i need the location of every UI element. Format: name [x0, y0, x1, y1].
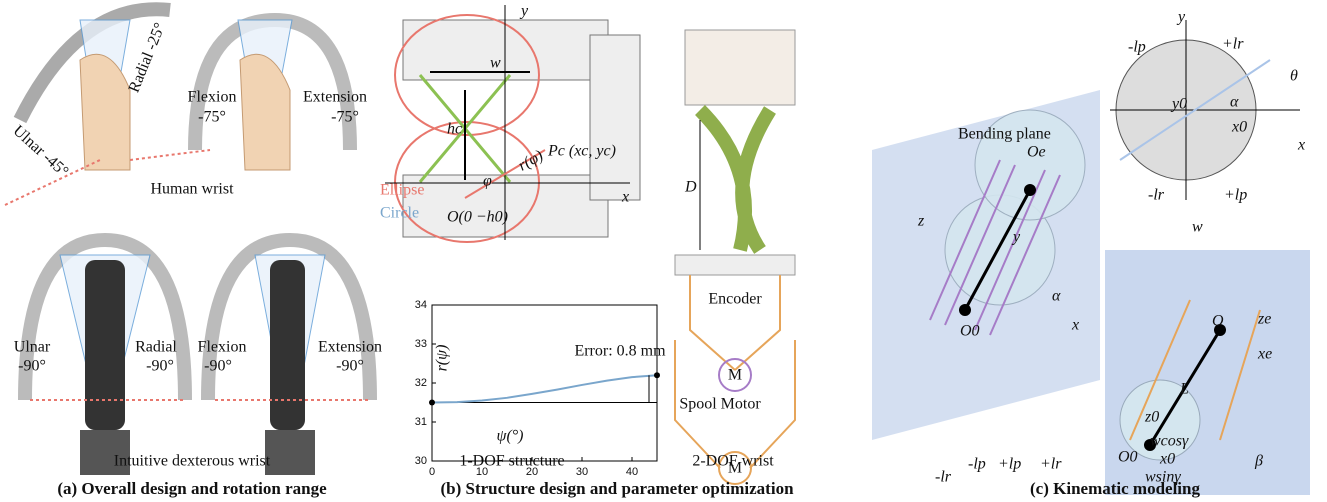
- label: Flexion: [188, 89, 237, 106]
- label: xe: [1257, 346, 1272, 363]
- point: [654, 372, 660, 378]
- y-tick-label: 30: [415, 455, 427, 467]
- label: w: [490, 55, 501, 72]
- label: Radial: [135, 339, 177, 356]
- label: x: [621, 189, 629, 206]
- label: M: [728, 367, 742, 384]
- y-tick-label: 31: [415, 416, 427, 428]
- panel-a-art: [5, 9, 370, 475]
- x-tick-label: 20: [526, 466, 538, 478]
- label: θ: [1290, 68, 1298, 85]
- label: Ulnar: [14, 339, 51, 356]
- caption: (c) Kinematic modeling: [1030, 479, 1200, 498]
- x-tick-label: 30: [576, 466, 588, 478]
- label: O0: [960, 323, 980, 340]
- label: +lp: [1224, 187, 1247, 204]
- x-tick-label: 0: [429, 466, 435, 478]
- label: z: [917, 213, 925, 230]
- label: -90°: [336, 358, 364, 375]
- label: D: [684, 179, 697, 196]
- label: -lp: [1128, 39, 1146, 56]
- caption: (a) Overall design and rotation range: [57, 479, 327, 498]
- label: Extension: [318, 339, 382, 356]
- label: Extension: [303, 89, 367, 106]
- label: ze: [1257, 311, 1271, 328]
- x-axis-label: ψ(°): [497, 428, 524, 445]
- label: -75°: [331, 109, 359, 126]
- label: Bending plane: [958, 126, 1051, 143]
- plot-frame: [432, 305, 657, 461]
- y-axis-label: r(ψ): [434, 345, 451, 372]
- label: w: [1192, 219, 1203, 236]
- figure: Ulnar -45° Radial -25° Flexion -75° Exte…: [0, 0, 1327, 502]
- label: -90°: [18, 358, 46, 375]
- y-tick-label: 32: [415, 377, 427, 389]
- point: [429, 400, 435, 406]
- label: Intuitive dexterous wrist: [114, 453, 271, 470]
- y-tick-label: 34: [415, 299, 427, 311]
- label: x: [1297, 137, 1305, 154]
- label: y: [519, 3, 529, 20]
- y-tick-label: 33: [415, 338, 427, 350]
- label: α: [1230, 94, 1239, 111]
- label: Radial -25°: [126, 20, 169, 95]
- caption: (b) Structure design and parameter optim…: [440, 479, 794, 498]
- x-tick-label: 10: [476, 466, 488, 478]
- annotation: Error: 0.8 mm: [574, 343, 666, 360]
- label: Spool Motor: [679, 396, 761, 413]
- label: wcosγ: [1150, 433, 1189, 450]
- label: β: [1254, 453, 1263, 470]
- x-tick-label: 40: [626, 466, 638, 478]
- label: Oe: [1027, 144, 1046, 161]
- label: Ellipse: [380, 182, 424, 199]
- line: [432, 375, 657, 402]
- label: Ulnar -45°: [10, 122, 72, 180]
- label: y0: [1170, 96, 1187, 113]
- label: x: [1071, 317, 1079, 334]
- label: -lp: [968, 456, 986, 473]
- label: -lr: [1148, 187, 1165, 204]
- label: hc: [447, 121, 462, 138]
- label: x0: [1231, 119, 1247, 136]
- label: z0: [1144, 409, 1159, 426]
- label: α: [1052, 288, 1061, 305]
- label: L: [1179, 381, 1189, 398]
- label: x0: [1159, 451, 1175, 468]
- label: +lr: [1222, 36, 1244, 53]
- label: y: [1176, 9, 1186, 26]
- label: Encoder: [708, 291, 762, 308]
- chart: 30 31 32 33 34 0 10 20 30 40 r(ψ) ψ(°) Error: 0.8 mm: [415, 299, 666, 478]
- label: Human wrist: [150, 181, 234, 198]
- label: Circle: [380, 205, 419, 222]
- label: O: [1212, 313, 1224, 330]
- label: -lr: [935, 469, 952, 486]
- label: Pc (xc, yc): [547, 143, 616, 160]
- label: O0: [1118, 449, 1138, 466]
- label: +lp: [998, 456, 1021, 473]
- label: -90°: [204, 358, 232, 375]
- label: +lr: [1040, 456, 1062, 473]
- label: φ: [483, 173, 492, 190]
- label: y: [1011, 229, 1021, 246]
- label: 2-DOF wrist: [692, 453, 774, 470]
- label: O(0 −h0): [447, 209, 508, 226]
- label: -90°: [146, 358, 174, 375]
- label: -75°: [198, 109, 226, 126]
- panel-c-art: [872, 20, 1310, 495]
- label: Flexion: [198, 339, 247, 356]
